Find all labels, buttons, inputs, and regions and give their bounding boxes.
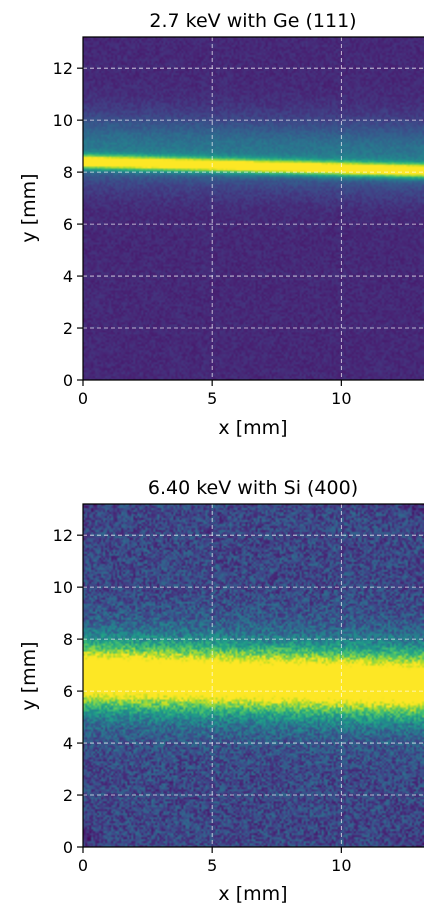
x-tick-label: 10 [331,389,351,408]
y-tick-label: 12 [53,59,73,78]
chart-panel-2: 6.40 keV with Si (400) 0 5 10 0 2 4 6 8 10 12 x … [18,477,424,905]
x-tick-label: 0 [78,389,88,408]
y-tick-label: 2 [63,786,73,805]
grid-1 [83,37,424,380]
x-tick-label: 5 [207,856,217,875]
y-tick-label: 6 [63,215,73,234]
y-tick-label: 0 [63,371,73,390]
y-tick-label: 8 [63,630,73,649]
chart-panel-1: 2.7 keV with Ge (111) 0 5 10 0 2 4 6 8 10 12 x [… [18,10,424,439]
y-tick-label: 8 [63,163,73,182]
y-tick-label: 10 [53,578,73,597]
chart-title-2: 6.40 keV with Si (400) [148,477,358,499]
y-axis-label-1: y [mm] [18,173,40,242]
heatmap-image-2 [83,504,424,847]
y-tick-label: 6 [63,682,73,701]
x-axis-label-1: x [mm] [218,417,287,439]
axes-frame-1 [82,36,424,381]
chart-title-1: 2.7 keV with Ge (111) [149,10,356,32]
x-ticks-2: 0 5 10 [78,847,352,875]
x-axis-label-2: x [mm] [218,883,287,905]
y-ticks-2: 0 2 4 6 8 10 12 [53,526,83,857]
y-tick-label: 4 [63,734,73,753]
x-ticks-1: 0 5 10 [78,380,352,408]
heatmap-image-1 [83,37,424,380]
axes-frame-2 [82,503,424,848]
y-axis-label-2: y [mm] [18,641,40,710]
y-tick-label: 10 [53,111,73,130]
grid-2 [83,504,424,847]
y-ticks-1: 0 2 4 6 8 10 12 [53,59,83,390]
y-tick-label: 12 [53,526,73,545]
y-tick-label: 2 [63,319,73,338]
y-tick-label: 4 [63,267,73,286]
y-tick-label: 0 [63,838,73,857]
x-tick-label: 5 [207,389,217,408]
x-tick-label: 10 [331,856,351,875]
x-tick-label: 0 [78,856,88,875]
